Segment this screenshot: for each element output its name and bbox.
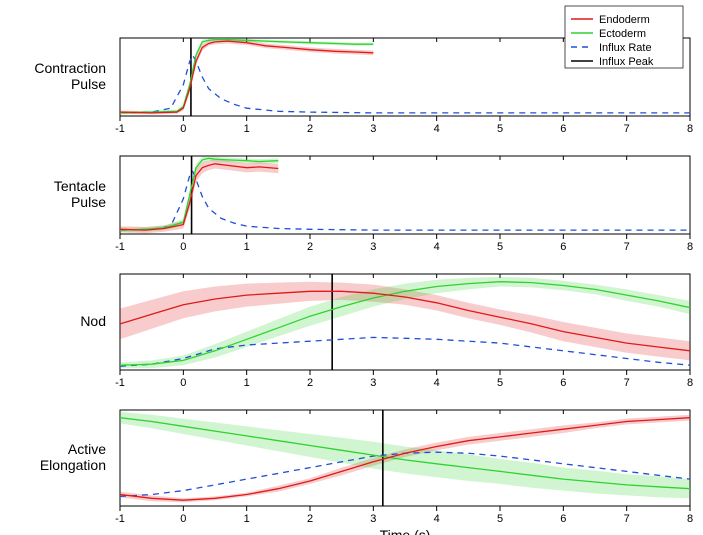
xtick-label: 5 [497, 241, 503, 253]
xtick-label: 6 [560, 513, 566, 525]
xtick-label: 8 [687, 513, 693, 525]
xtick-label: 1 [244, 513, 250, 525]
xtick-label: 6 [560, 241, 566, 253]
xtick-label: 7 [624, 123, 630, 135]
xtick-label: 3 [370, 241, 376, 253]
xtick-label: 7 [624, 513, 630, 525]
xtick-label: 0 [180, 513, 186, 525]
panel-label: Pulse [71, 194, 106, 210]
xtick-label: -1 [115, 241, 125, 253]
xtick-label: 6 [560, 377, 566, 389]
xaxis-label: Time (s) [380, 527, 431, 535]
xtick-label: 4 [434, 123, 440, 135]
xtick-label: 8 [687, 377, 693, 389]
panel-label: Contraction [34, 60, 106, 76]
endoderm-line [120, 41, 373, 113]
endoderm-band [120, 39, 373, 115]
xtick-label: 7 [624, 241, 630, 253]
panel-tentacle-pulse [120, 156, 690, 234]
xtick-label: -1 [115, 123, 125, 135]
xtick-label: 7 [624, 377, 630, 389]
xtick-label: 2 [307, 377, 313, 389]
legend-label: Influx Rate [599, 42, 652, 54]
influx-line [120, 172, 690, 231]
panel-label: Elongation [40, 457, 106, 473]
xtick-label: 6 [560, 123, 566, 135]
panel-label: Active [68, 441, 106, 457]
panel-label: Pulse [71, 76, 106, 92]
xtick-label: 8 [687, 241, 693, 253]
xtick-label: 8 [687, 123, 693, 135]
xtick-label: 1 [244, 123, 250, 135]
xtick-label: 0 [180, 241, 186, 253]
xtick-label: 5 [497, 377, 503, 389]
xtick-label: 3 [370, 513, 376, 525]
xtick-label: -1 [115, 377, 125, 389]
legend-label: Influx Peak [599, 56, 654, 68]
xtick-label: 2 [307, 123, 313, 135]
xtick-label: 4 [434, 377, 440, 389]
xtick-label: -1 [115, 513, 125, 525]
panel-label: Tentacle [54, 178, 106, 194]
xtick-label: 1 [244, 241, 250, 253]
legend-label: Ectoderm [599, 28, 646, 40]
xtick-label: 1 [244, 377, 250, 389]
xtick-label: 0 [180, 377, 186, 389]
xtick-label: 2 [307, 513, 313, 525]
xtick-label: 5 [497, 123, 503, 135]
xtick-label: 4 [434, 513, 440, 525]
xtick-label: 5 [497, 513, 503, 525]
xtick-label: 3 [370, 377, 376, 389]
panel-label: Nod [80, 313, 106, 329]
xtick-label: 0 [180, 123, 186, 135]
xtick-label: 4 [434, 241, 440, 253]
panel-nod [120, 274, 690, 370]
xtick-label: 2 [307, 241, 313, 253]
legend-label: Endoderm [599, 14, 650, 26]
endoderm-band [120, 159, 278, 233]
panel-active-elong [120, 410, 690, 506]
xtick-label: 3 [370, 123, 376, 135]
